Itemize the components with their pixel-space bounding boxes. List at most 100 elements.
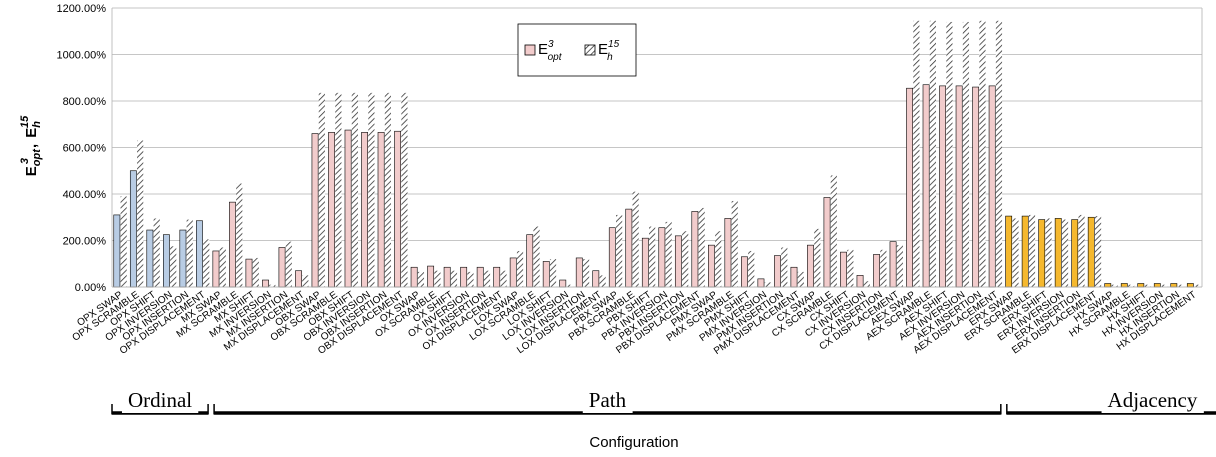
bar-series-2 xyxy=(1061,219,1069,287)
bar-series-1 xyxy=(1038,219,1046,288)
bar-series-1 xyxy=(1005,215,1013,288)
bar-series-1 xyxy=(823,197,831,288)
bar-series-2 xyxy=(962,21,970,287)
bar-series-1 xyxy=(774,255,781,288)
bar-series-2 xyxy=(500,270,507,287)
bar-series-1 xyxy=(840,251,847,288)
bar-series-1 xyxy=(311,133,319,288)
bar-series-1 xyxy=(1087,216,1095,288)
bar-series-1 xyxy=(691,211,699,288)
y-tick-label: 600.00% xyxy=(63,143,107,155)
bar-series-2 xyxy=(1012,218,1019,287)
legend-1-main: E xyxy=(538,41,548,58)
bar-series-1 xyxy=(1170,283,1178,288)
bar-series-2 xyxy=(252,257,259,287)
bar-series-2 xyxy=(450,270,458,287)
bar-series-2 xyxy=(1111,284,1118,287)
bar-series-2 xyxy=(880,249,887,287)
bar-series-2 xyxy=(1144,284,1151,287)
bar-series-2 xyxy=(946,21,953,287)
bar-series-1 xyxy=(146,229,154,288)
bar-series-1 xyxy=(1137,283,1145,288)
group-bracket: Ordinal xyxy=(111,387,209,415)
y-tick-label: 800.00% xyxy=(63,96,107,108)
bar-series-1 xyxy=(394,130,402,288)
bar-series-1 xyxy=(955,85,963,288)
bar-series-2 xyxy=(302,275,309,287)
bar-series-2 xyxy=(682,231,689,287)
bar-series-2 xyxy=(467,271,474,287)
bar-series-1 xyxy=(625,208,633,288)
bar-series-1 xyxy=(542,261,550,288)
bar-series-1 xyxy=(757,278,765,288)
bar-series-1 xyxy=(790,266,798,288)
legend: E3 opt E15 h xyxy=(517,23,637,77)
bar-series-1 xyxy=(377,132,385,288)
grid-layer xyxy=(112,7,1202,288)
y-title-main-2: E xyxy=(23,128,40,138)
bar-series-2 xyxy=(929,20,936,287)
bar-series-2 xyxy=(863,281,870,287)
bar-series-1 xyxy=(129,170,137,288)
bar-series-2 xyxy=(616,214,623,287)
bar-series-1 xyxy=(641,237,649,288)
bar-series-2 xyxy=(368,92,375,287)
y-tick-label: 200.00% xyxy=(63,236,107,248)
bar-series-2 xyxy=(830,175,837,287)
legend-2-main: E xyxy=(598,41,608,58)
bar-series-2 xyxy=(764,282,771,287)
bar-series-2 xyxy=(797,271,804,287)
bar-series-1 xyxy=(427,265,435,288)
bar-series-2 xyxy=(896,245,903,287)
bar-series-2 xyxy=(219,247,226,287)
legend-swatch-series-2 xyxy=(584,44,596,56)
bar-series-1 xyxy=(741,256,748,288)
group-label: Adjacency xyxy=(1108,388,1198,412)
bar-series-2 xyxy=(1045,218,1052,287)
group-label-bg xyxy=(121,387,199,413)
bar-series-2 xyxy=(1028,214,1036,287)
bar-series-2 xyxy=(995,20,1003,287)
bar-series-2 xyxy=(731,200,738,287)
y-title-sup-1: 3 xyxy=(19,158,31,164)
bar-series-2 xyxy=(649,226,656,287)
bar-series-2 xyxy=(1177,284,1184,287)
bar-series-1 xyxy=(1120,283,1128,288)
legend-label-series-2: E15 h xyxy=(598,39,620,63)
bar-series-1 xyxy=(1054,218,1062,288)
y-title-sub-1: opt xyxy=(31,148,43,166)
bar-series-1 xyxy=(1021,215,1029,288)
y-tick-label: 1200.00% xyxy=(56,3,106,15)
group-label: Ordinal xyxy=(128,388,192,412)
legend-box xyxy=(517,23,637,77)
y-title-sep: , xyxy=(23,144,40,148)
bar-series-1 xyxy=(509,257,517,288)
bar-series-1 xyxy=(674,235,682,288)
bar-series-2 xyxy=(236,183,243,287)
bar-series-2 xyxy=(1078,214,1085,287)
y-title-sup-2: 15 xyxy=(19,115,31,128)
bar-series-2 xyxy=(269,284,276,287)
y-tick-label: 0.00% xyxy=(75,282,106,294)
bar-series-2 xyxy=(203,239,210,287)
y-title-sub-2: h xyxy=(31,121,43,128)
bar-series-2 xyxy=(335,92,342,287)
bar-series-1 xyxy=(724,218,732,288)
bar-series-2 xyxy=(814,228,821,287)
bar-series-1 xyxy=(229,201,236,288)
bar-series-2 xyxy=(1194,284,1201,287)
x-axis-title: Configuration xyxy=(589,434,678,451)
y-tick-label: 400.00% xyxy=(63,189,107,201)
bar-series-2 xyxy=(979,20,986,287)
bar-series-1 xyxy=(163,234,170,288)
bar-series-2 xyxy=(417,271,425,287)
y-tick-label: 1000.00% xyxy=(56,50,106,62)
bar-series-1 xyxy=(708,244,715,288)
group-label-bg xyxy=(582,387,633,413)
bar-series-1 xyxy=(295,270,302,288)
bar-series-1 xyxy=(559,279,567,288)
bar-series-2 xyxy=(285,241,292,287)
bar-series-1 xyxy=(179,229,187,288)
bar-series-2 xyxy=(483,270,491,287)
